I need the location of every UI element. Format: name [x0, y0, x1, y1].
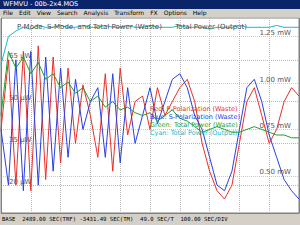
svg-text:1.00 mW: 1.00 mW	[259, 76, 291, 84]
svg-text:Total Power (Output): Total Power (Output)	[174, 23, 247, 31]
svg-text:1.25 mW: 1.25 mW	[259, 29, 291, 37]
html-text:Transform: Transform	[114, 9, 145, 16]
html-text:Search: Search	[56, 9, 78, 16]
svg-text:65 µW: 65 µW	[9, 52, 32, 61]
html-text:Help: Help	[192, 9, 207, 16]
svg-text:20 µW: 20 µW	[9, 178, 32, 186]
html-text:View: View	[36, 9, 51, 16]
svg-text:Blue: S-Polarization (Waste): Blue: S-Polarization (Waste)	[150, 113, 240, 121]
html-text:Options: Options	[163, 9, 187, 16]
svg-text:P-Mode, S-Mode, and Total Powe: P-Mode, S-Mode, and Total Power (Waste)	[17, 23, 162, 31]
svg-text:Cyan: Total Power (Output): Cyan: Total Power (Output)	[150, 129, 237, 137]
html-text:Analysis: Analysis	[83, 9, 109, 16]
svg-text:0.50 mW: 0.50 mW	[259, 168, 291, 176]
svg-text:Red: P-Polarization (Waste): Red: P-Polarization (Waste)	[150, 105, 238, 113]
html-text:BASE 2489.00 SEC(TRF) -3431.49: BASE 2489.00 SEC(TRF) -3431.49 SEC(TM) 4…	[2, 216, 228, 222]
html-text:FX: FX	[150, 9, 158, 16]
html-text:File: File	[3, 9, 13, 16]
svg-text:Green: Total Power (Waste): Green: Total Power (Waste)	[150, 121, 238, 129]
html-text:Edit: Edit	[19, 9, 31, 16]
html-text:WFMVU - 00b-2x4.MOS: WFMVU - 00b-2x4.MOS	[3, 0, 79, 8]
svg-text:0.75 mW: 0.75 mW	[259, 121, 291, 130]
